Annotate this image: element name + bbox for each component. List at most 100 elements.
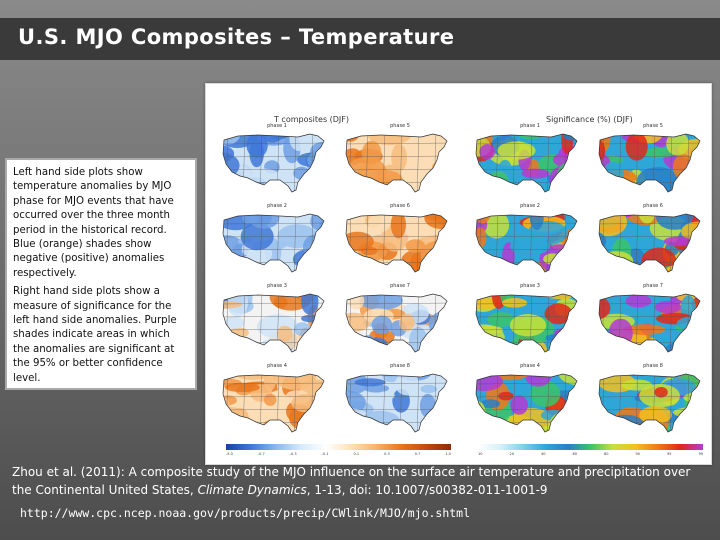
anomaly-patch — [432, 408, 447, 425]
state-border — [223, 142, 324, 145]
anomaly-patch — [371, 315, 393, 335]
right-figure-header: Significance (%) (DJF) — [546, 115, 633, 124]
anomaly-patch — [432, 161, 447, 174]
state-border — [416, 134, 420, 192]
us-outline — [345, 133, 448, 193]
anomaly-patch — [261, 339, 281, 349]
anomaly-patch — [530, 380, 561, 407]
anomaly-patch — [599, 296, 611, 320]
state-border — [599, 382, 700, 385]
anomaly-patch — [520, 266, 534, 272]
source-url[interactable]: http://www.cpc.ncep.noaa.gov/products/pr… — [20, 506, 471, 520]
anomaly-patch — [488, 170, 509, 192]
state-border — [293, 134, 297, 192]
anomaly-patch — [246, 134, 268, 158]
map-panel: phase 1 — [218, 123, 336, 200]
state-border — [293, 294, 297, 352]
state-border — [293, 374, 297, 432]
anomaly-patch — [226, 261, 242, 272]
anomaly-patch — [264, 426, 282, 432]
anomaly-patch — [292, 248, 324, 270]
anomaly-patch — [306, 327, 324, 351]
us-map — [598, 133, 701, 193]
state-border — [476, 421, 577, 424]
anomaly-patch — [521, 168, 550, 179]
anomaly-patch — [438, 407, 447, 416]
us-outline — [475, 293, 578, 353]
anomaly-patch — [346, 134, 376, 135]
anomaly-patch — [244, 343, 263, 352]
us-map — [475, 213, 578, 273]
anomaly-patch — [538, 134, 559, 137]
mjo-figure: T composites (DJF) Significance (%) (DJF… — [205, 83, 712, 465]
temperature-colorbar — [226, 444, 451, 450]
us-outline — [222, 293, 325, 353]
anomaly-patch — [357, 267, 384, 272]
phase-label: phase 7 — [643, 283, 663, 289]
anomaly-patch — [557, 162, 577, 187]
anomaly-patch — [479, 337, 496, 352]
state-border — [346, 421, 447, 424]
anomaly-patch — [441, 162, 447, 185]
significance-colorbar — [478, 444, 703, 450]
anomaly-patch — [488, 187, 520, 192]
map-panel: phase 5 — [594, 123, 712, 200]
state-border — [599, 222, 700, 225]
anomaly-patch — [399, 313, 415, 332]
anomaly-patch — [625, 294, 652, 308]
tick-label: 20 — [509, 452, 514, 456]
us-outline — [598, 373, 701, 433]
state-border — [223, 341, 324, 344]
anomaly-patch — [235, 374, 270, 380]
tick-label: -5.0 — [226, 452, 233, 456]
tick-label: -0.3 — [289, 452, 297, 456]
description-box: Left hand side plots show temperature an… — [5, 158, 197, 390]
state-border — [416, 374, 420, 432]
us-outline — [598, 293, 701, 353]
phase-label: phase 3 — [520, 283, 540, 289]
anomaly-patch — [600, 251, 634, 271]
anomaly-patch — [638, 214, 656, 224]
anomaly-patch — [510, 395, 528, 415]
anomaly-patch — [691, 164, 700, 178]
anomaly-patch — [391, 143, 407, 172]
us-map — [222, 293, 325, 353]
us-outline — [475, 133, 578, 193]
anomaly-patch — [346, 428, 355, 432]
anomaly-patch — [362, 420, 380, 432]
anomaly-patch — [483, 214, 510, 239]
map-panel: phase 4 — [218, 363, 336, 440]
state-border — [669, 134, 673, 192]
state-border — [599, 315, 700, 318]
anomaly-patch — [359, 335, 376, 351]
anomaly-patch — [248, 214, 280, 229]
anomaly-patch — [678, 336, 700, 351]
state-border — [599, 235, 700, 238]
anomaly-patch — [223, 214, 255, 231]
state-border — [599, 341, 700, 344]
citation-prefix: Zhou et al. (2011): A composite study of… — [12, 465, 691, 497]
tick-label: 95 — [667, 452, 672, 456]
us-outline — [345, 213, 448, 273]
anomaly-patch — [674, 294, 699, 302]
anomaly-patch — [608, 318, 633, 348]
state-border — [346, 382, 447, 385]
anomaly-patch — [223, 300, 243, 309]
anomaly-patch — [261, 134, 283, 143]
tick-label: 1.0 — [445, 452, 451, 456]
state-border — [293, 214, 297, 272]
state-border — [223, 235, 324, 238]
anomaly-patch — [599, 414, 610, 425]
anomaly-patch — [302, 234, 324, 259]
state-border — [599, 142, 700, 145]
phase-label: phase 8 — [643, 363, 663, 369]
anomaly-patch — [625, 134, 648, 161]
map-panel: phase 6 — [594, 203, 712, 280]
phase-label: phase 6 — [643, 203, 663, 209]
us-map — [222, 133, 325, 193]
us-outline — [475, 373, 578, 433]
phase-label: phase 2 — [520, 203, 540, 209]
state-border — [416, 294, 420, 352]
anomaly-patch — [224, 316, 245, 329]
state-border — [599, 395, 700, 398]
